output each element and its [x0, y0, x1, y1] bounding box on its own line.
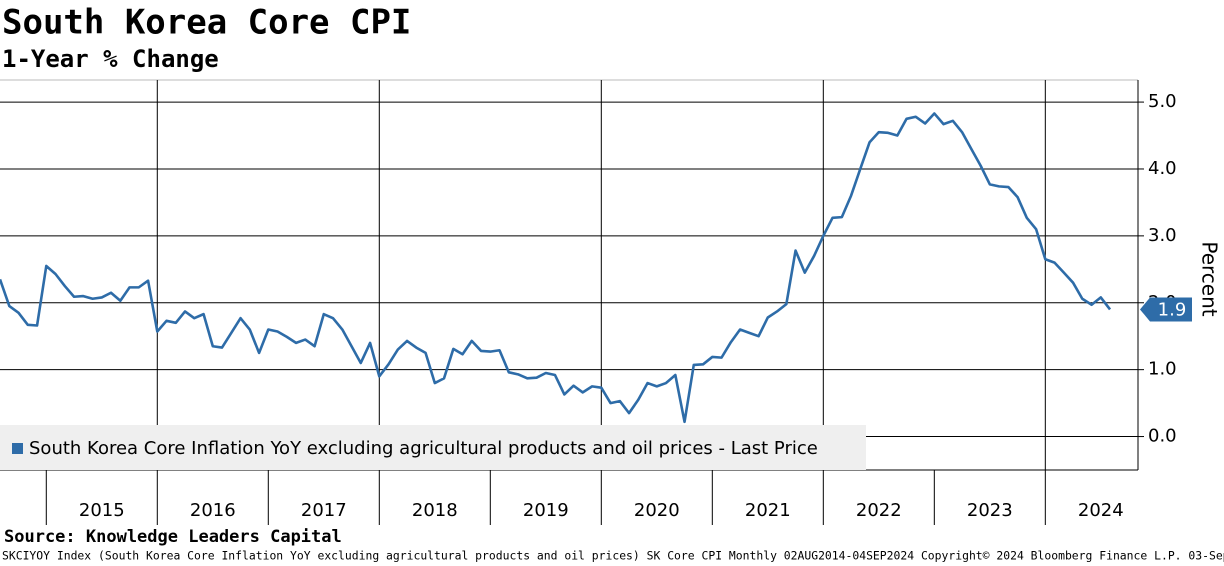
y-tick-label: 0.0 — [1148, 426, 1177, 447]
legend-box — [0, 425, 866, 470]
x-tick-label: 2017 — [301, 500, 347, 521]
x-tick-label: 2019 — [523, 500, 569, 521]
x-tick-label: 2016 — [190, 500, 236, 521]
y-tick-label: 4.0 — [1148, 158, 1177, 179]
y-tick-label: 3.0 — [1148, 225, 1177, 246]
chart-title: South Korea Core CPI — [2, 3, 411, 43]
last-value-box — [1140, 297, 1192, 322]
x-tick-label: 2018 — [412, 500, 458, 521]
y-tick-label: 5.0 — [1148, 91, 1177, 112]
footer: SKCIYOY Index (South Korea Core Inflatio… — [2, 549, 1224, 563]
chart-subtitle: 1-Year % Change — [2, 45, 219, 73]
x-tick-label: 2024 — [1078, 500, 1124, 521]
source: Source: Knowledge Leaders Capital — [4, 527, 342, 547]
x-tick-label: 2015 — [79, 500, 125, 521]
y-axis-label: Percent — [1198, 241, 1222, 316]
x-tick-label: 2020 — [634, 500, 680, 521]
legend-swatch — [12, 443, 23, 454]
y-tick-label: 1.0 — [1148, 359, 1177, 380]
x-tick-label: 2021 — [745, 500, 791, 521]
legend-label: South Korea Core Inflation YoY excluding… — [29, 438, 818, 459]
series-line — [0, 112, 1112, 424]
x-tick-label: 2022 — [856, 500, 902, 521]
last-value-label: 1.9 — [1158, 299, 1187, 320]
x-tick-label: 2023 — [967, 500, 1013, 521]
